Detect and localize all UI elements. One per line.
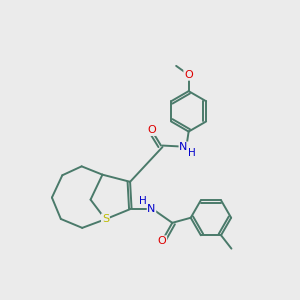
Text: N: N	[179, 142, 188, 152]
Text: H: H	[139, 196, 147, 206]
Text: H: H	[188, 148, 196, 158]
Text: N: N	[147, 204, 156, 214]
Text: S: S	[102, 214, 109, 224]
Text: O: O	[184, 70, 193, 80]
Text: O: O	[147, 125, 156, 135]
Text: O: O	[158, 236, 166, 246]
